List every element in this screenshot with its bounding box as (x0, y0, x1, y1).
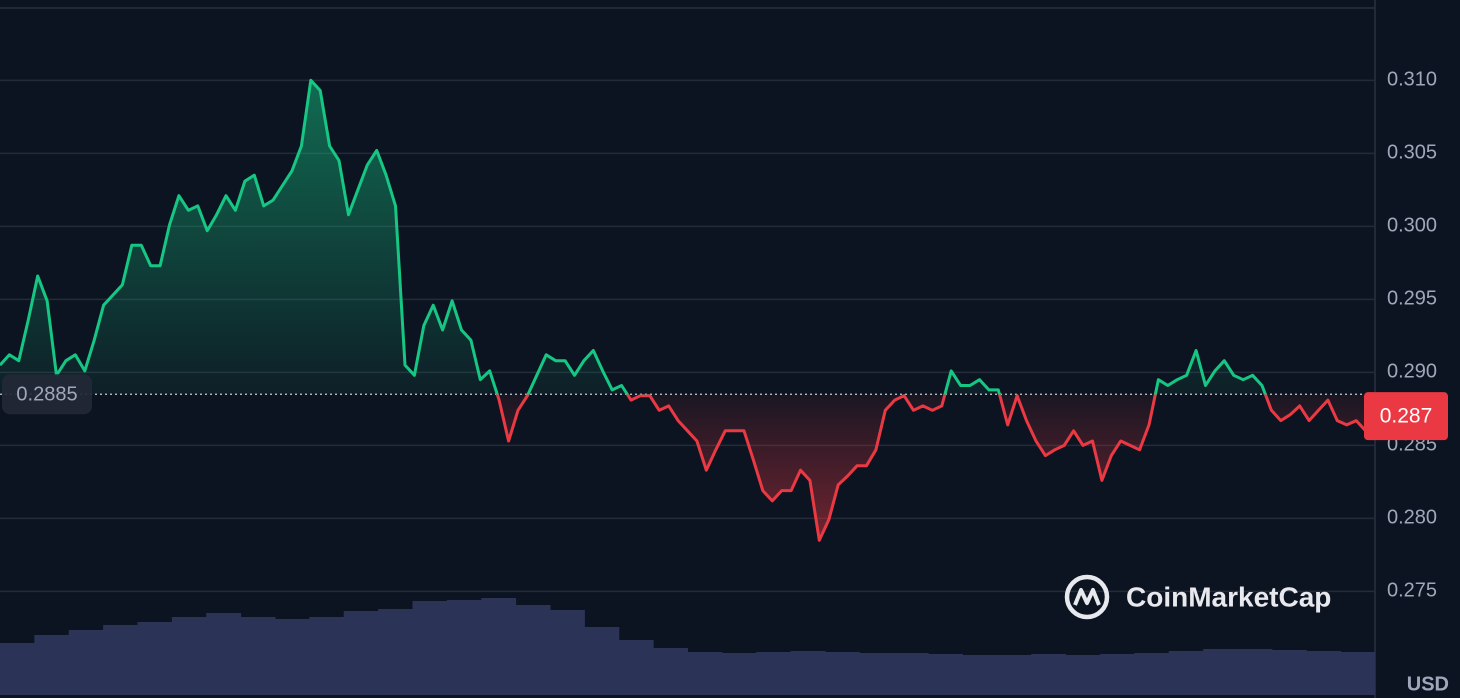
current-price-label: 0.287 (1380, 405, 1433, 428)
volume-bar (687, 652, 723, 695)
volume-bar (1100, 654, 1135, 695)
y-tick-label: 0.295 (1387, 288, 1437, 310)
volume-bar (721, 653, 757, 695)
watermark-text: CoinMarketCap (1126, 581, 1331, 612)
volume-bar (1203, 649, 1238, 695)
volume-bar (68, 630, 104, 695)
volume-bar (893, 653, 929, 695)
volume-bar (825, 652, 860, 695)
y-tick-label: 0.305 (1387, 142, 1437, 164)
volume-bar (1065, 655, 1101, 695)
price-area (0, 80, 1375, 541)
volume-bar (1168, 651, 1204, 695)
volume-bar (309, 617, 345, 695)
current-price-box (1364, 392, 1448, 441)
volume-bar (1134, 653, 1170, 695)
volume-bar (275, 619, 310, 695)
volume-bar (1031, 654, 1067, 695)
y-tick-label: 0.275 (1387, 580, 1437, 602)
volume-bar (550, 610, 585, 695)
volume-bar (343, 611, 379, 695)
volume-bar (137, 622, 173, 695)
volume-bar (1271, 650, 1307, 695)
volume-bar (206, 613, 242, 695)
watermark: CoinMarketCap (1064, 574, 1331, 620)
baseline-label-box (2, 374, 92, 415)
y-tick-label: 0.290 (1387, 361, 1437, 383)
volume-bar (1340, 652, 1376, 695)
y-tick-label: 0.280 (1387, 507, 1437, 529)
volume-bar (171, 617, 207, 695)
volume-bar (790, 651, 826, 695)
volume-bar (481, 598, 517, 695)
logo-ring (1064, 574, 1110, 620)
volume-bar (928, 654, 963, 695)
volume-bar (378, 609, 413, 695)
volume-bar (1237, 649, 1273, 695)
volume-bar (859, 653, 895, 695)
logo-mark (1073, 588, 1101, 606)
volume-bar (0, 643, 35, 695)
volume-bar (618, 640, 654, 695)
baseline-label: 0.2885 (16, 384, 77, 406)
y-tick-label: 0.310 (1387, 69, 1437, 91)
volume-bar (996, 655, 1032, 695)
volume-bar (653, 648, 688, 695)
volume-bar (446, 600, 482, 695)
volume-bar (756, 652, 792, 695)
volume-bar (412, 601, 448, 695)
volume-bar (34, 635, 70, 695)
price-line (0, 78, 1375, 542)
volume-bar (515, 605, 551, 695)
y-tick-label: 0.300 (1387, 215, 1437, 237)
volume-bar (962, 655, 998, 695)
volume-bar (240, 617, 276, 695)
volume-bar (584, 627, 620, 695)
volume-bar (1306, 651, 1342, 695)
volume-bar (103, 625, 138, 695)
currency-label: USD (1407, 673, 1449, 695)
